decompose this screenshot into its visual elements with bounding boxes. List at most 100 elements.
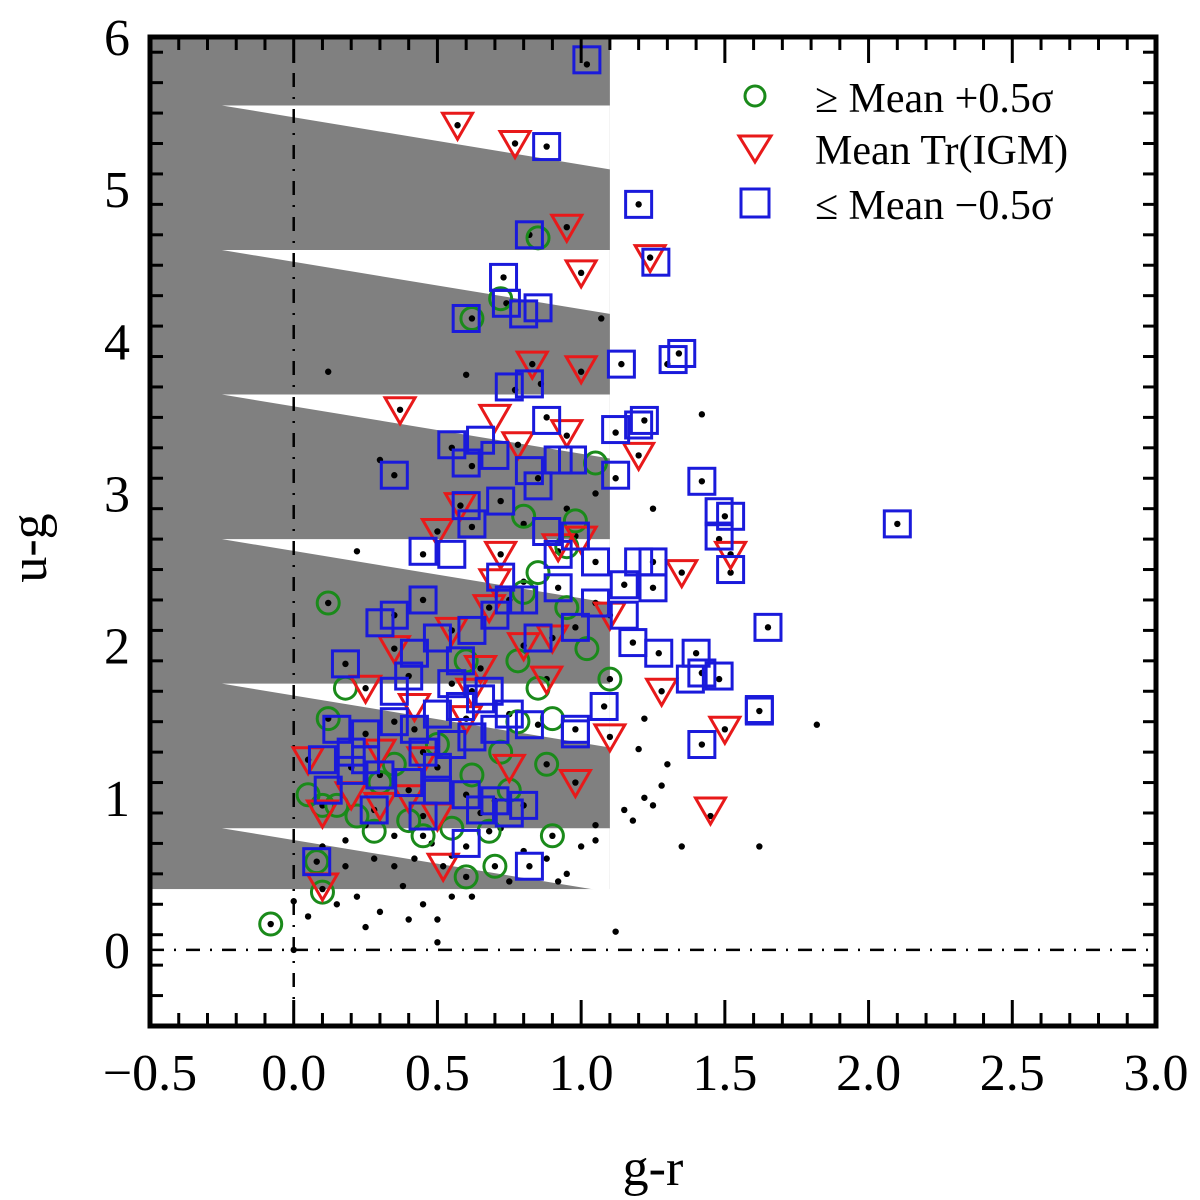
- point-dot: [641, 715, 648, 722]
- point-dot: [405, 786, 412, 794]
- shade-band-2: [221, 394, 610, 459]
- point-dot: [641, 794, 648, 801]
- y-tick-label: 4: [104, 314, 130, 371]
- point-triangle: [304, 799, 341, 830]
- legend-label: ≤ Mean −0.5σ: [815, 183, 1054, 229]
- point-dot: [325, 368, 332, 375]
- point-square: [514, 710, 544, 740]
- point-dot: [391, 832, 398, 840]
- point-dot: [646, 254, 654, 261]
- point-circle: [574, 636, 600, 662]
- point-triangle: [483, 540, 519, 572]
- point-dot: [554, 878, 562, 885]
- point-square: [330, 649, 360, 679]
- point-triangle: [664, 559, 700, 590]
- point-dot: [462, 371, 470, 378]
- point-dot: [497, 551, 504, 558]
- point-square: [480, 440, 510, 470]
- point-triangle: [592, 723, 628, 754]
- shade-band-0: [221, 105, 610, 170]
- point-dot: [514, 441, 522, 448]
- point-square: [514, 456, 544, 486]
- point-dot: [500, 274, 507, 281]
- x-tick-label: 1.5: [692, 1045, 757, 1102]
- point-dot: [396, 406, 404, 413]
- point-circle: [459, 762, 485, 788]
- point-square: [514, 220, 544, 250]
- point-dot: [290, 946, 297, 954]
- point-square: [399, 638, 429, 668]
- plot-frame: [147, 34, 1159, 1029]
- point-dot: [577, 269, 585, 277]
- point-square: [560, 612, 590, 642]
- point-dot: [448, 893, 455, 900]
- x-tick-label: 2.5: [980, 1045, 1045, 1102]
- point-dot: [520, 520, 527, 528]
- point-square: [365, 608, 395, 638]
- point-circle: [459, 305, 485, 331]
- point-dot: [572, 779, 579, 786]
- point-square: [560, 521, 590, 551]
- point-dot: [399, 882, 407, 890]
- point-triangle: [382, 396, 418, 427]
- point-dot: [419, 832, 427, 840]
- point-dot: [764, 624, 772, 631]
- point-triangle: [549, 213, 585, 245]
- point-circle: [488, 286, 514, 312]
- point-square: [532, 517, 562, 546]
- point-square: [486, 562, 516, 592]
- point-square: [744, 696, 774, 726]
- point-dot: [664, 761, 671, 768]
- point-circle: [534, 751, 560, 777]
- point-square: [451, 448, 481, 478]
- point-dot: [658, 782, 665, 789]
- point-dot: [462, 843, 470, 850]
- point-dot: [572, 624, 579, 631]
- point-square: [514, 851, 544, 881]
- point-square: [351, 745, 381, 775]
- x-tick-label: 0.0: [261, 1045, 326, 1102]
- point-circle: [315, 590, 341, 616]
- point-square: [704, 661, 734, 691]
- legend-triangle-icon: [736, 134, 774, 165]
- point-dot: [606, 675, 614, 683]
- point-circle: [482, 853, 508, 879]
- point-dot: [629, 817, 637, 824]
- point-triangle: [500, 431, 536, 462]
- point-square: [581, 588, 611, 618]
- point-square: [753, 612, 783, 642]
- point-circle: [410, 823, 436, 849]
- point-triangle: [563, 355, 599, 386]
- point-dot: [649, 802, 657, 809]
- point-dot: [543, 143, 550, 150]
- point-triangle: [563, 259, 599, 290]
- point-circle: [309, 879, 335, 905]
- point-square: [422, 699, 452, 729]
- point-dot: [468, 462, 476, 470]
- point-dot: [592, 821, 599, 829]
- point-square: [638, 573, 668, 603]
- point-dot: [526, 863, 533, 870]
- point-triangle: [425, 852, 461, 884]
- point-square: [466, 795, 496, 825]
- x-tick-label: 2.0: [836, 1045, 901, 1102]
- x-tick-labels: −0.5 0.0 0.5 1.0 1.5 2.0 2.5 3.0: [103, 1045, 1189, 1102]
- point-square: [675, 664, 705, 694]
- point-square: [641, 247, 671, 277]
- point-square: [543, 539, 573, 569]
- point-triangle: [497, 130, 533, 161]
- point-square: [523, 471, 553, 501]
- point-square: [716, 501, 746, 531]
- point-circle: [315, 706, 341, 732]
- point-dot: [485, 604, 493, 611]
- point-dot: [376, 908, 384, 916]
- point-dot: [727, 569, 734, 576]
- point-dot: [678, 843, 685, 850]
- point-dot: [563, 223, 570, 231]
- point-dot: [621, 806, 628, 814]
- point-square: [543, 573, 573, 603]
- x-tick-label: −0.5: [103, 1045, 197, 1102]
- point-square: [687, 658, 717, 688]
- point-dot: [497, 497, 504, 505]
- point-dot: [342, 660, 349, 668]
